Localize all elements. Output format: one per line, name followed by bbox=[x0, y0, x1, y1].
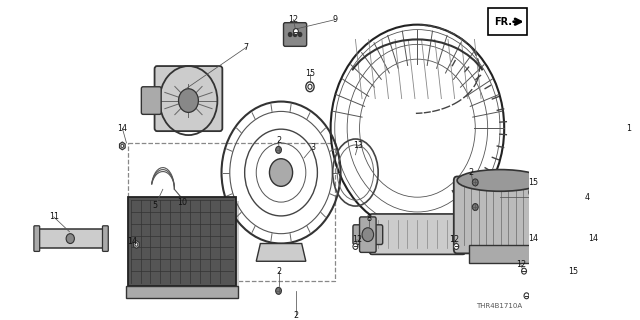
FancyBboxPatch shape bbox=[131, 201, 239, 290]
Polygon shape bbox=[256, 244, 306, 261]
FancyBboxPatch shape bbox=[584, 215, 604, 233]
Circle shape bbox=[179, 89, 198, 112]
Circle shape bbox=[353, 244, 358, 250]
FancyBboxPatch shape bbox=[37, 229, 103, 248]
Text: 12: 12 bbox=[516, 260, 526, 269]
Text: 2: 2 bbox=[468, 168, 474, 177]
Text: 2: 2 bbox=[293, 311, 298, 320]
Circle shape bbox=[472, 179, 478, 186]
Text: 2: 2 bbox=[277, 267, 282, 276]
FancyBboxPatch shape bbox=[102, 226, 108, 252]
Text: 15: 15 bbox=[568, 267, 578, 276]
Text: 11: 11 bbox=[49, 212, 59, 221]
Circle shape bbox=[293, 28, 298, 35]
Circle shape bbox=[472, 204, 478, 211]
Polygon shape bbox=[534, 241, 540, 248]
FancyBboxPatch shape bbox=[369, 214, 465, 254]
FancyBboxPatch shape bbox=[353, 225, 383, 244]
Text: 3: 3 bbox=[310, 143, 315, 152]
Text: 8: 8 bbox=[367, 214, 372, 223]
Text: 14: 14 bbox=[528, 234, 538, 243]
FancyBboxPatch shape bbox=[125, 286, 238, 298]
Text: 2: 2 bbox=[276, 137, 281, 146]
Text: 15: 15 bbox=[305, 69, 315, 78]
Text: FR.: FR. bbox=[494, 17, 512, 27]
Polygon shape bbox=[120, 142, 125, 150]
Ellipse shape bbox=[457, 170, 543, 191]
Text: 9: 9 bbox=[332, 15, 337, 24]
Text: 10: 10 bbox=[177, 198, 187, 207]
Text: 12: 12 bbox=[449, 235, 460, 244]
FancyBboxPatch shape bbox=[34, 226, 40, 252]
Circle shape bbox=[362, 228, 374, 242]
Polygon shape bbox=[134, 241, 140, 248]
Circle shape bbox=[454, 244, 459, 250]
FancyBboxPatch shape bbox=[284, 23, 307, 46]
FancyBboxPatch shape bbox=[468, 245, 531, 263]
FancyBboxPatch shape bbox=[454, 177, 547, 253]
Circle shape bbox=[276, 147, 282, 153]
Text: 15: 15 bbox=[528, 178, 538, 187]
Text: 12: 12 bbox=[352, 235, 362, 244]
Text: 4: 4 bbox=[584, 193, 589, 202]
Text: 13: 13 bbox=[353, 141, 363, 150]
Polygon shape bbox=[591, 241, 596, 248]
FancyBboxPatch shape bbox=[128, 197, 236, 286]
Circle shape bbox=[121, 144, 124, 148]
Text: 14: 14 bbox=[117, 124, 127, 133]
Text: 7: 7 bbox=[244, 43, 249, 52]
Text: 14: 14 bbox=[588, 234, 598, 243]
FancyBboxPatch shape bbox=[141, 87, 161, 114]
Circle shape bbox=[66, 234, 74, 244]
FancyBboxPatch shape bbox=[360, 217, 376, 252]
Text: 12: 12 bbox=[289, 15, 298, 24]
Circle shape bbox=[522, 268, 527, 274]
Circle shape bbox=[293, 33, 297, 36]
Text: 14: 14 bbox=[127, 237, 137, 246]
FancyBboxPatch shape bbox=[155, 66, 222, 131]
Circle shape bbox=[298, 33, 301, 36]
Circle shape bbox=[289, 33, 292, 36]
Circle shape bbox=[135, 243, 138, 246]
Text: 1: 1 bbox=[626, 124, 630, 133]
Circle shape bbox=[269, 159, 292, 186]
Text: 5: 5 bbox=[153, 201, 158, 210]
FancyBboxPatch shape bbox=[488, 8, 527, 36]
Circle shape bbox=[592, 243, 595, 246]
Circle shape bbox=[524, 293, 529, 299]
Text: THR4B1710A: THR4B1710A bbox=[476, 303, 522, 308]
Circle shape bbox=[276, 287, 282, 294]
Circle shape bbox=[536, 243, 539, 246]
